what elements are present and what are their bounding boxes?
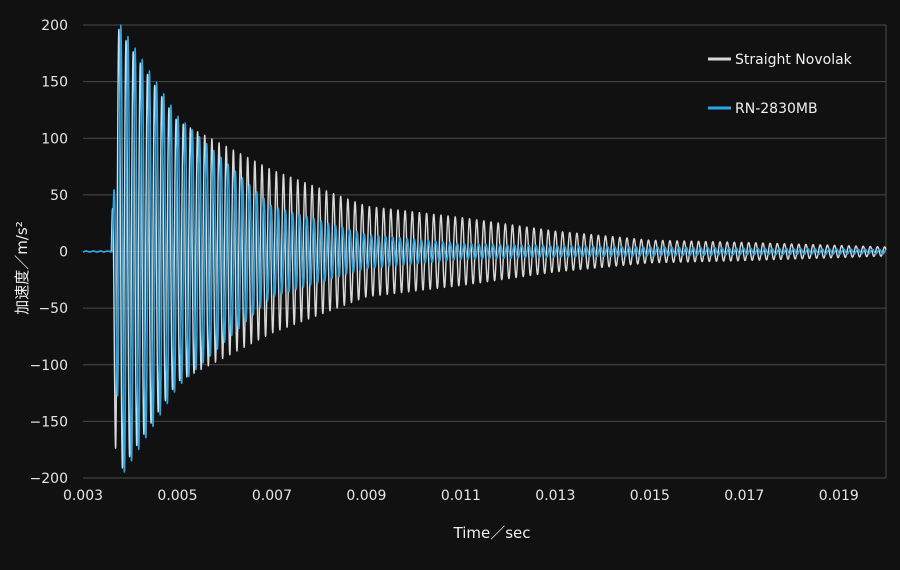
- y-tick-label: 0: [59, 245, 68, 261]
- x-tick-label: 0.011: [441, 488, 481, 504]
- x-tick-label: 0.019: [819, 488, 859, 504]
- series-line-rn-2830mb: [82, 24, 887, 473]
- series-layer: [82, 24, 887, 473]
- x-axis-title: Time／sec: [453, 524, 531, 542]
- y-tick-label: 150: [41, 75, 68, 91]
- y-axis-title: 加速度／m/s²: [13, 221, 31, 315]
- plot-area: [82, 24, 887, 473]
- legend-item-rn-2830mb: RN-2830MB: [708, 101, 818, 117]
- x-tick-label: 0.009: [346, 488, 386, 504]
- legend-label-rn-2830mb: RN-2830MB: [735, 101, 818, 117]
- y-tick-labels: 200 150 100 50 0 −50 −100 −150 −200: [30, 18, 68, 487]
- y-tick-label: 50: [50, 188, 68, 204]
- x-tick-labels: 0.003 0.005 0.007 0.009 0.011 0.013 0.015 0.017…: [63, 488, 859, 504]
- y-tick-label: 200: [41, 18, 68, 34]
- y-tick-label: 100: [41, 131, 68, 147]
- y-tick-label: −200: [30, 471, 68, 487]
- x-tick-label: 0.005: [157, 488, 197, 504]
- x-tick-label: 0.007: [252, 488, 292, 504]
- x-tick-label: 0.013: [535, 488, 575, 504]
- legend: Straight Novolak RN-2830MB: [708, 52, 853, 117]
- y-tick-label: −150: [30, 414, 68, 430]
- x-tick-label: 0.003: [63, 488, 103, 504]
- x-tick-label: 0.017: [724, 488, 764, 504]
- y-tick-label: −100: [30, 358, 68, 374]
- y-tick-label: −50: [38, 301, 68, 317]
- legend-label-straight-novolak: Straight Novolak: [735, 52, 853, 68]
- x-tick-label: 0.015: [630, 488, 670, 504]
- legend-item-straight-novolak: Straight Novolak: [708, 52, 853, 68]
